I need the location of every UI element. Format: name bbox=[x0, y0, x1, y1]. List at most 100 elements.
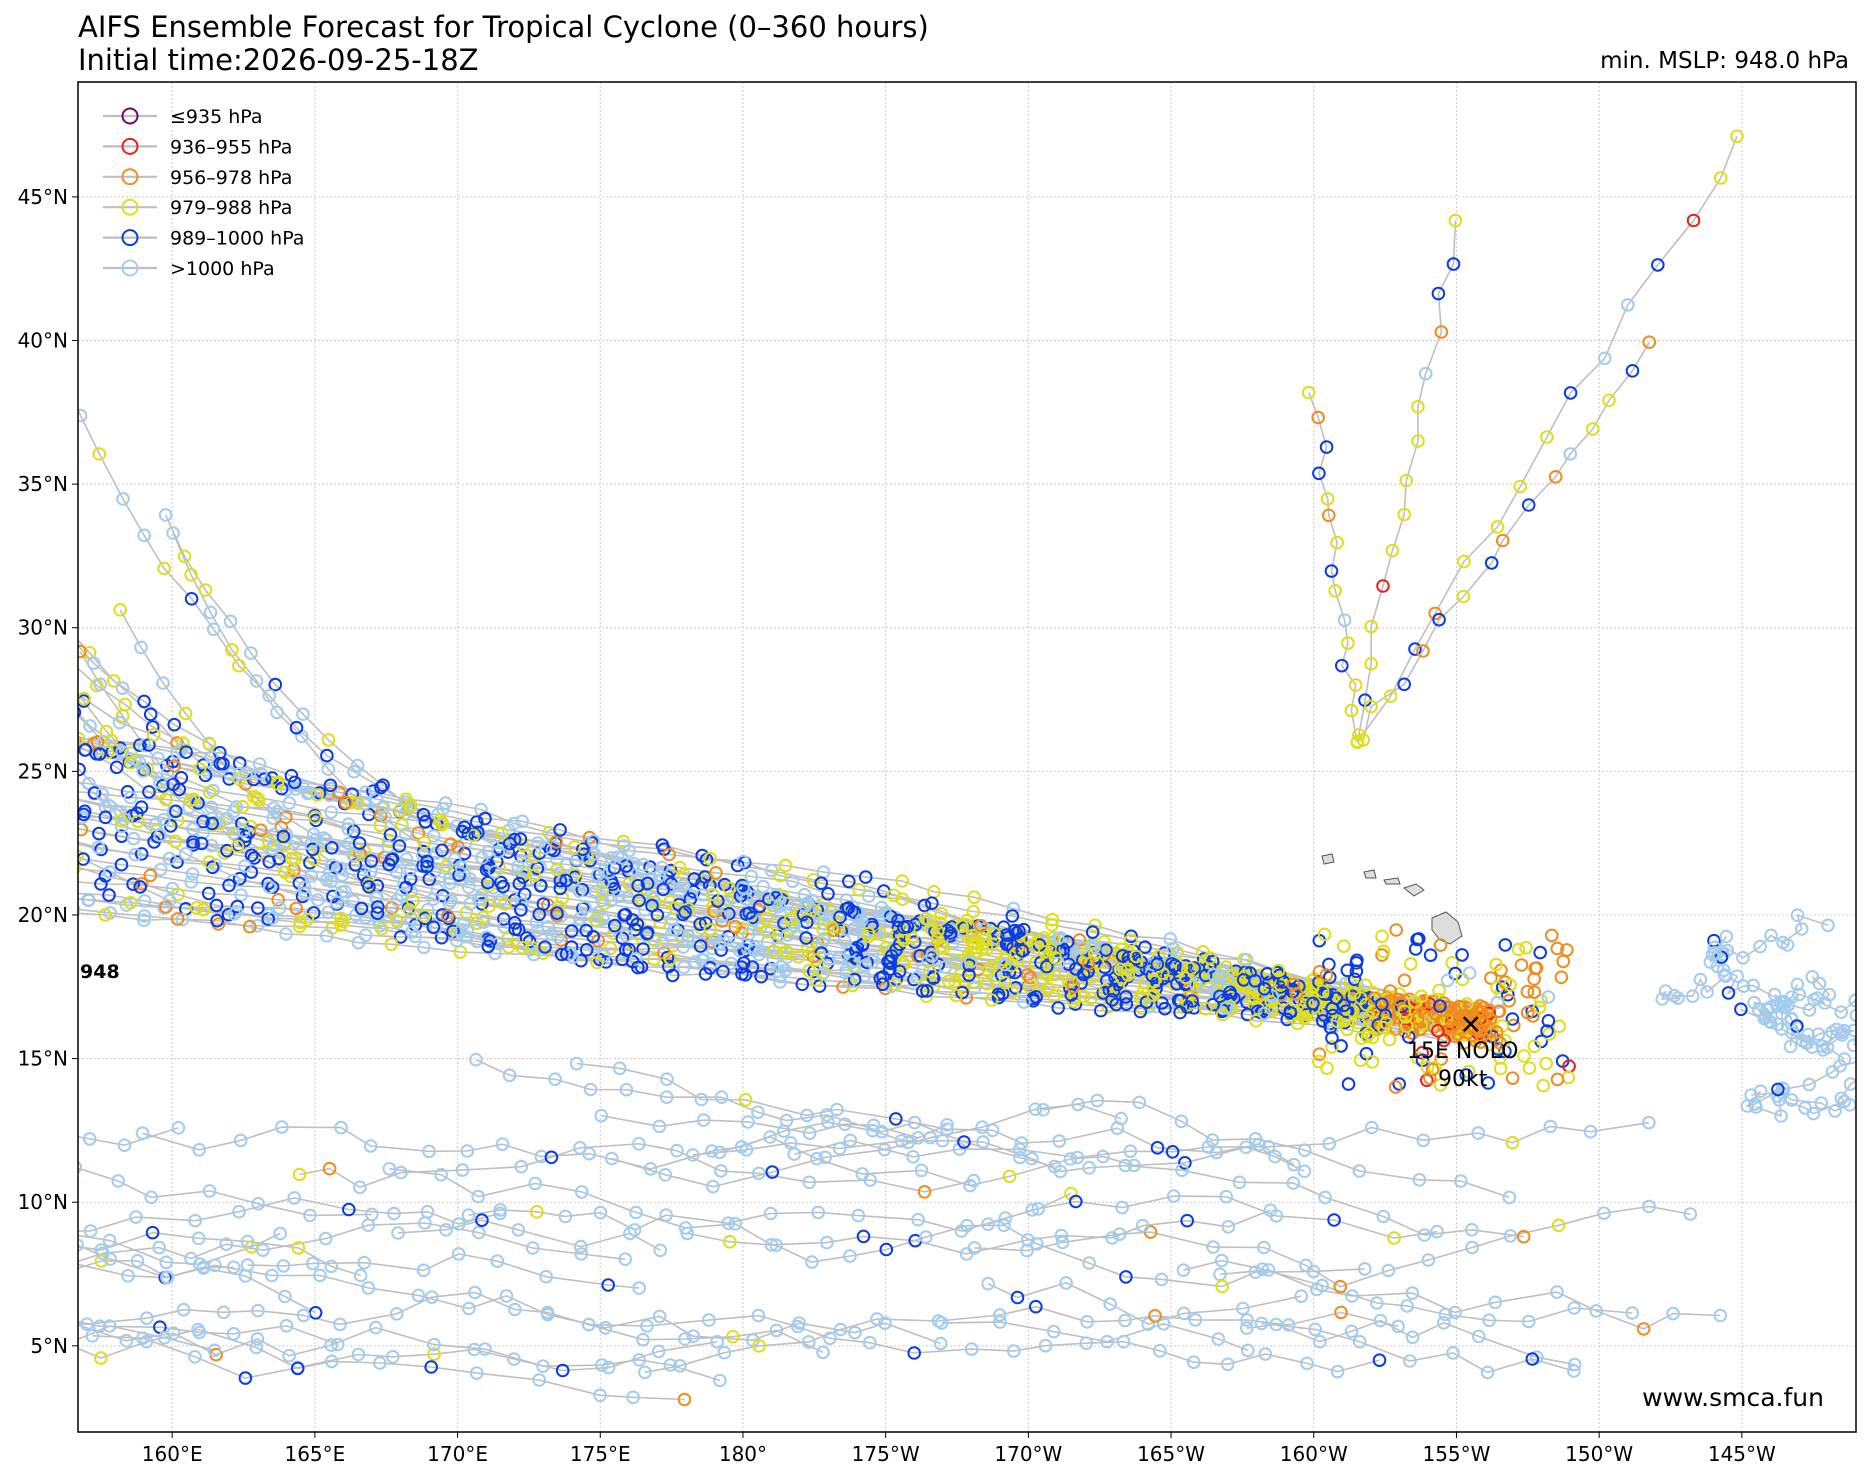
track-point bbox=[632, 1281, 647, 1295]
track-point bbox=[588, 913, 603, 927]
track-point bbox=[1308, 1322, 1322, 1337]
track-point bbox=[1053, 1164, 1068, 1179]
track-point bbox=[186, 822, 200, 836]
track-point bbox=[848, 1325, 862, 1340]
track-point bbox=[267, 801, 281, 815]
track-point bbox=[494, 875, 508, 890]
track-point bbox=[184, 568, 198, 582]
track-line bbox=[92, 1335, 718, 1379]
track-point bbox=[83, 719, 97, 733]
legend-entry: 936–955 hPa bbox=[170, 136, 292, 158]
track-point bbox=[265, 1268, 279, 1283]
track-point bbox=[342, 1202, 356, 1217]
track-point bbox=[15, 1236, 27, 1248]
track-point bbox=[550, 862, 564, 877]
track-point bbox=[52, 732, 64, 744]
axis-labels: 5°N 10°N 15°N 20°N 25°N 30°N 35°N 40°N 45°N 160°E… bbox=[18, 185, 1776, 1466]
track-point bbox=[1730, 129, 1744, 144]
track-point bbox=[728, 919, 743, 934]
track-point bbox=[78, 1238, 84, 1252]
track-point bbox=[230, 899, 245, 914]
track-line bbox=[1246, 1319, 1575, 1366]
track-point bbox=[31, 881, 43, 893]
track-point bbox=[451, 840, 465, 854]
track-point bbox=[573, 1141, 587, 1155]
legend-entry: 956–978 hPa bbox=[170, 167, 292, 189]
track-point bbox=[130, 1254, 145, 1268]
track-point bbox=[619, 1082, 634, 1097]
lat-tick-label: 10°N bbox=[18, 1190, 68, 1214]
track-point bbox=[482, 899, 497, 913]
track-point bbox=[524, 940, 539, 955]
track-point bbox=[695, 848, 710, 863]
track-point bbox=[738, 1093, 753, 1107]
track-point bbox=[334, 885, 349, 899]
track-point bbox=[907, 1115, 922, 1130]
cluster-point bbox=[1489, 957, 1503, 972]
track-point bbox=[1446, 1346, 1460, 1360]
track-point bbox=[805, 945, 820, 959]
track-point bbox=[1747, 995, 1761, 1010]
track-point bbox=[1713, 171, 1728, 185]
track-point bbox=[425, 1290, 439, 1304]
track-point bbox=[1312, 466, 1326, 481]
track-point bbox=[1655, 992, 1669, 1006]
track-point bbox=[133, 738, 147, 753]
track-point bbox=[663, 1358, 678, 1372]
track-point bbox=[136, 1331, 150, 1345]
track-point bbox=[1482, 1313, 1496, 1328]
lon-tick-label: 170°E bbox=[427, 1442, 488, 1466]
track-point bbox=[94, 1351, 108, 1365]
track-point bbox=[136, 764, 150, 778]
track-point bbox=[678, 1221, 693, 1235]
track-point bbox=[52, 785, 64, 797]
track-point bbox=[310, 788, 324, 802]
track-point bbox=[160, 1271, 174, 1285]
track-point bbox=[567, 840, 582, 854]
track-line bbox=[78, 1259, 316, 1314]
track-point bbox=[1064, 973, 1079, 988]
track-point bbox=[365, 1207, 379, 1222]
track-point bbox=[1175, 1163, 1189, 1177]
track-point bbox=[300, 912, 315, 927]
track-point bbox=[23, 1221, 35, 1233]
track-point bbox=[232, 658, 246, 673]
track-point bbox=[266, 811, 281, 826]
track-point bbox=[957, 921, 972, 935]
track-point bbox=[1543, 1119, 1558, 1134]
track-point bbox=[640, 926, 654, 941]
track-point bbox=[1465, 1240, 1479, 1255]
track-point bbox=[1071, 1097, 1085, 1112]
track-point bbox=[895, 892, 910, 907]
track-point bbox=[358, 785, 373, 800]
track-point bbox=[881, 954, 895, 969]
track-point bbox=[463, 897, 478, 911]
track-point bbox=[376, 778, 390, 793]
track-point bbox=[559, 873, 573, 888]
track-point bbox=[1412, 1173, 1427, 1187]
track-point bbox=[0, 1237, 11, 1249]
track-point bbox=[586, 929, 601, 944]
track-point bbox=[1351, 1015, 1366, 1030]
track-point bbox=[1567, 1357, 1582, 1372]
track-point bbox=[124, 755, 138, 770]
track-point bbox=[114, 857, 129, 872]
track-point bbox=[974, 918, 988, 933]
cluster-point bbox=[1325, 1031, 1339, 1045]
track-point bbox=[1088, 918, 1102, 933]
track-point bbox=[1454, 1174, 1468, 1188]
track-point bbox=[1300, 1356, 1314, 1371]
track-point bbox=[852, 882, 866, 897]
track-point bbox=[1079, 1336, 1094, 1350]
track-point bbox=[103, 1252, 117, 1266]
track-point bbox=[435, 908, 450, 922]
track-point bbox=[821, 1115, 835, 1129]
track-point bbox=[1036, 1103, 1050, 1117]
legend: ≤935 hPa 936–955 hPa 956–978 hPa 979–988 hP… bbox=[103, 106, 304, 280]
track-point bbox=[601, 1278, 616, 1292]
track-point bbox=[1158, 1001, 1172, 1016]
track-point bbox=[1719, 929, 1734, 944]
track-point bbox=[536, 1359, 550, 1373]
track-point bbox=[0, 870, 10, 882]
track-point bbox=[920, 984, 934, 998]
